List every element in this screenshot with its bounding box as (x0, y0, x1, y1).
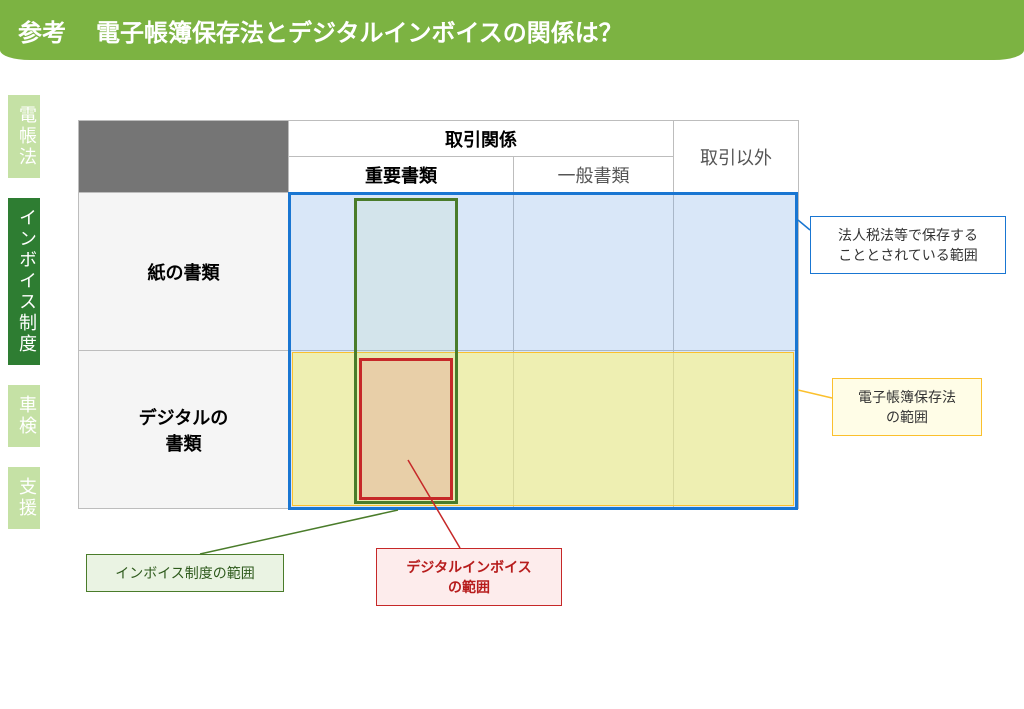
sidebar-tab-shaken[interactable]: 車検 (8, 385, 40, 447)
subcol-general: 一般書類 (514, 157, 674, 193)
col-group-transaction: 取引関係 (289, 121, 674, 157)
callout-red: デジタルインボイス の範囲 (376, 548, 562, 606)
row-paper: 紙の書類 (79, 193, 289, 351)
sidebar-tab-shien[interactable]: 支援 (8, 467, 40, 529)
page-header: 参考 電子帳簿保存法とデジタルインボイスの関係は？ (0, 0, 1024, 60)
callout-green: インボイス制度の範囲 (86, 554, 284, 592)
diagram-area: 取引関係 取引以外 重要書類 一般書類 紙の書類 デジタルの 書類 (78, 120, 798, 509)
subcol-important: 重要書類 (289, 157, 514, 193)
sidebar-tab-invoice[interactable]: インボイス制度 (8, 198, 40, 365)
callout-yellow: 電子帳簿保存法 の範囲 (832, 378, 982, 436)
region-red (359, 358, 453, 500)
callout-blue: 法人税法等で保存する こととされている範囲 (810, 216, 1006, 274)
sidebar-tabs: 電帳法 インボイス制度 車検 支援 (8, 95, 40, 529)
header-ref: 参考 (18, 13, 66, 48)
sidebar-tab-denchouhou[interactable]: 電帳法 (8, 95, 40, 178)
col-other: 取引以外 (674, 121, 799, 193)
header-title: 電子帳簿保存法とデジタルインボイスの関係は？ (96, 13, 623, 48)
table-blank-corner (79, 121, 289, 193)
row-digital: デジタルの 書類 (79, 351, 289, 509)
